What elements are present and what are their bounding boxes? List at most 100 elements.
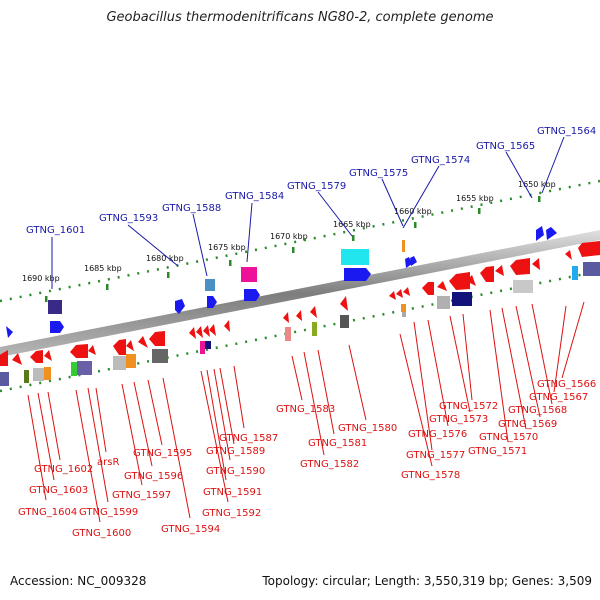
- gene-arrow[interactable]: [30, 350, 43, 363]
- gene-label[interactable]: GTNG_1588: [162, 203, 221, 214]
- gene-label[interactable]: GTNG_1567: [529, 392, 588, 403]
- gene-label[interactable]: GTNG_1574: [411, 155, 470, 166]
- gene-arrow[interactable]: [296, 310, 302, 321]
- gene-box[interactable]: [583, 262, 600, 276]
- gene-arrow[interactable]: [207, 296, 217, 308]
- gene-arrow[interactable]: [546, 227, 557, 240]
- gene-label[interactable]: GTNG_1579: [287, 181, 346, 192]
- gene-arrow[interactable]: [410, 256, 417, 266]
- gene-label[interactable]: GTNG_1594: [161, 524, 220, 535]
- gene-arrow[interactable]: [422, 282, 434, 295]
- gene-arrow[interactable]: [532, 258, 540, 270]
- gene-box[interactable]: [24, 370, 29, 383]
- gene-arrow[interactable]: [196, 326, 203, 338]
- gene-label[interactable]: GTNG_1566: [537, 379, 596, 390]
- gene-label[interactable]: GTNG_1582: [300, 459, 359, 470]
- gene-label[interactable]: GTNG_1565: [476, 141, 535, 152]
- gene-box[interactable]: [340, 315, 349, 328]
- gene-label[interactable]: GTNG_1581: [308, 438, 367, 449]
- gene-label[interactable]: GTNG_1568: [508, 405, 567, 416]
- gene-box[interactable]: [402, 240, 405, 252]
- gene-arrow[interactable]: [510, 258, 530, 275]
- gene-box[interactable]: [44, 367, 51, 380]
- gene-label[interactable]: GTNG_1578: [401, 470, 460, 481]
- gene-arrow[interactable]: [126, 340, 134, 351]
- gene-label[interactable]: GTNG_1592: [202, 508, 261, 519]
- gene-box[interactable]: [205, 341, 211, 349]
- gene-label[interactable]: GTNG_1573: [429, 414, 488, 425]
- gene-arrow[interactable]: [88, 345, 96, 355]
- gene-label[interactable]: GTNG_1589: [206, 446, 265, 457]
- gene-box[interactable]: [152, 349, 168, 363]
- gene-label[interactable]: GTNG_1602: [34, 464, 93, 475]
- gene-label[interactable]: GTNG_1599: [79, 507, 138, 518]
- gene-box[interactable]: [113, 356, 126, 370]
- gene-arrow[interactable]: [244, 289, 260, 301]
- gene-box[interactable]: [402, 312, 406, 317]
- gene-box[interactable]: [312, 322, 317, 336]
- gene-arrow[interactable]: [565, 250, 572, 260]
- gene-label[interactable]: GTNG_1587: [219, 433, 278, 444]
- gene-label[interactable]: arsR: [97, 457, 119, 468]
- gene-arrow[interactable]: [149, 331, 165, 346]
- gene-arrow[interactable]: [175, 299, 185, 314]
- gene-arrow[interactable]: [44, 350, 52, 361]
- gene-arrow[interactable]: [203, 325, 210, 337]
- gene-label[interactable]: GTNG_1591: [203, 487, 262, 498]
- gene-label[interactable]: GTNG_1604: [18, 507, 77, 518]
- gene-arrow[interactable]: [6, 326, 13, 338]
- gene-arrow[interactable]: [138, 336, 148, 348]
- gene-arrow[interactable]: [480, 266, 494, 282]
- gene-label[interactable]: GTNG_1577: [406, 450, 465, 461]
- gene-arrow[interactable]: [50, 321, 64, 333]
- gene-label[interactable]: GTNG_1583: [276, 404, 335, 415]
- gene-label[interactable]: GTNG_1596: [124, 471, 183, 482]
- gene-box[interactable]: [205, 279, 215, 291]
- gene-box[interactable]: [513, 280, 533, 293]
- gene-arrow[interactable]: [224, 320, 230, 332]
- gene-label[interactable]: GTNG_1576: [408, 429, 467, 440]
- gene-arrow[interactable]: [344, 268, 371, 281]
- gene-arrow[interactable]: [495, 265, 504, 276]
- gene-arrow[interactable]: [437, 281, 447, 291]
- gene-arrow[interactable]: [389, 291, 396, 300]
- gene-label[interactable]: GTNG_1593: [99, 213, 158, 224]
- gene-box[interactable]: [71, 362, 77, 376]
- gene-label[interactable]: GTNG_1600: [72, 528, 131, 539]
- gene-label[interactable]: GTNG_1570: [479, 432, 538, 443]
- gene-box[interactable]: [241, 267, 257, 282]
- gene-arrow[interactable]: [403, 287, 410, 296]
- gene-arrow[interactable]: [310, 306, 317, 318]
- gene-box[interactable]: [437, 296, 450, 309]
- gene-box[interactable]: [572, 266, 578, 280]
- gene-label[interactable]: GTNG_1569: [498, 419, 557, 430]
- gene-arrow[interactable]: [405, 257, 412, 268]
- gene-arrow[interactable]: [536, 226, 544, 241]
- gene-label[interactable]: GTNG_1564: [537, 126, 596, 137]
- gene-arrow[interactable]: [12, 353, 22, 365]
- gene-label[interactable]: GTNG_1584: [225, 191, 284, 202]
- gene-box[interactable]: [341, 249, 369, 265]
- gene-arrow[interactable]: [0, 350, 8, 366]
- gene-arrow[interactable]: [283, 312, 289, 323]
- gene-box[interactable]: [33, 368, 44, 381]
- gene-box[interactable]: [0, 372, 9, 386]
- gene-arrow[interactable]: [113, 339, 126, 355]
- gene-arrow[interactable]: [396, 289, 403, 298]
- gene-label[interactable]: GTNG_1595: [133, 448, 192, 459]
- gene-box[interactable]: [126, 354, 136, 368]
- gene-box[interactable]: [200, 341, 205, 354]
- gene-box[interactable]: [452, 292, 472, 306]
- gene-label[interactable]: GTNG_1590: [206, 466, 265, 477]
- gene-label[interactable]: GTNG_1575: [349, 168, 408, 179]
- gene-box[interactable]: [48, 300, 62, 314]
- gene-arrow[interactable]: [449, 272, 470, 290]
- gene-arrow[interactable]: [340, 296, 348, 311]
- gene-label[interactable]: GTNG_1580: [338, 423, 397, 434]
- gene-arrow[interactable]: [466, 275, 476, 286]
- gene-arrow[interactable]: [209, 324, 216, 336]
- gene-arrow[interactable]: [578, 241, 600, 257]
- gene-label[interactable]: GTNG_1597: [112, 490, 171, 501]
- gene-box[interactable]: [401, 304, 406, 312]
- gene-box[interactable]: [285, 327, 291, 341]
